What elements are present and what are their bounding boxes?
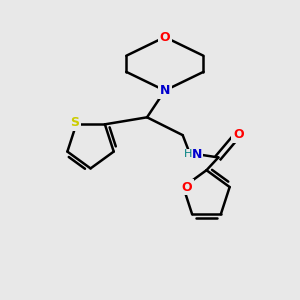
Text: O: O xyxy=(233,128,244,141)
Text: N: N xyxy=(192,148,203,161)
Text: O: O xyxy=(182,181,192,194)
Text: O: O xyxy=(160,31,170,44)
Text: H: H xyxy=(184,149,192,160)
Text: S: S xyxy=(70,116,79,129)
Text: N: N xyxy=(160,84,170,97)
